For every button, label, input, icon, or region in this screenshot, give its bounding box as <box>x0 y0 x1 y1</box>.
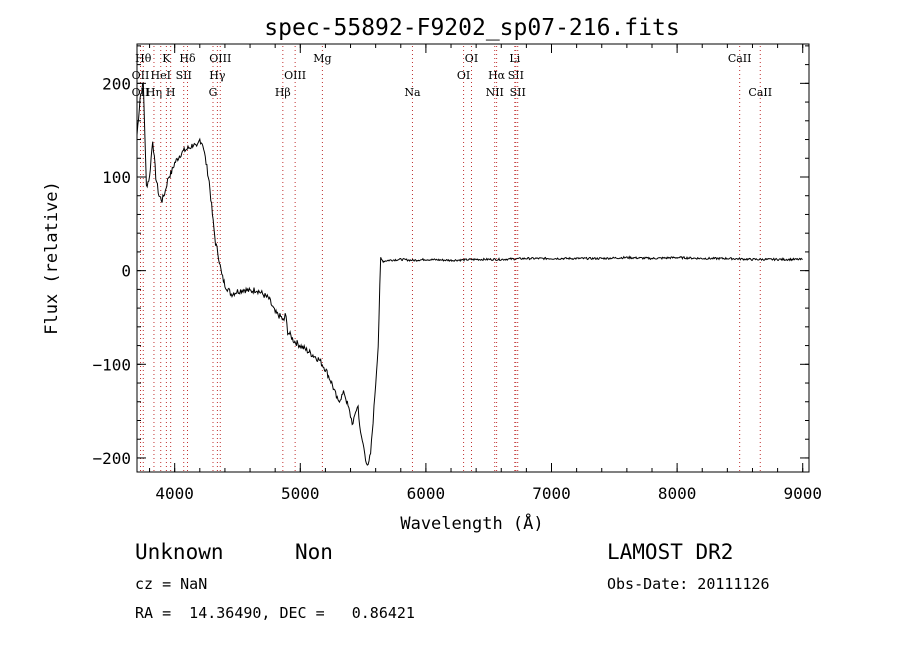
spectral-line-label: OIII <box>209 52 231 65</box>
spectral-line-label: H <box>166 86 176 99</box>
y-tick-label: 200 <box>102 74 131 93</box>
spectral-line-label: CaII <box>748 86 772 99</box>
y-tick-label: 100 <box>102 168 131 187</box>
survey-label: LAMOST DR2 <box>607 540 734 564</box>
y-axis-label: Flux (relative) <box>42 181 62 335</box>
spectral-line-label: CaII <box>728 52 752 65</box>
spectral-line-label: Hα <box>488 69 506 82</box>
spectral-line-label: SII <box>510 86 526 99</box>
spectral-line-label: Hθ <box>135 52 152 65</box>
spectral-line-label: Hβ <box>275 86 291 99</box>
cz-label: cz = NaN <box>135 575 208 593</box>
spectral-line-label: Na <box>404 86 421 99</box>
spectral-line-label: Mg <box>313 52 331 65</box>
x-tick-label: 6000 <box>407 484 446 503</box>
spectral-line-label: Hγ <box>209 69 226 82</box>
x-tick-label: 7000 <box>532 484 571 503</box>
x-tick-label: 8000 <box>658 484 697 503</box>
obs-date-label: Obs-Date: 20111126 <box>607 575 770 593</box>
class-label: Unknown <box>135 540 224 564</box>
spectral-line-label: SII <box>176 69 192 82</box>
x-tick-label: 5000 <box>281 484 320 503</box>
x-axis-label: Wavelength (Å) <box>400 512 543 534</box>
spectral-line-label: OII <box>132 69 150 82</box>
x-tick-label: 4000 <box>155 484 194 503</box>
spectral-line-label: Hη <box>146 86 162 99</box>
spectral-line-label: HeI <box>151 69 171 82</box>
subclass-label: Non <box>295 540 333 564</box>
y-tick-label: 0 <box>121 262 131 281</box>
spectrum-chart: spec-55892-F9202_sp07-216.fits HθOIIOIIH… <box>42 15 822 534</box>
chart-title: spec-55892-F9202_sp07-216.fits <box>264 15 679 41</box>
spectral-line-label: G <box>209 86 218 99</box>
radec-label: RA = 14.36490, DEC = 0.86421 <box>135 604 415 622</box>
spectral-line-label: Hδ <box>179 52 196 65</box>
plot-frame <box>136 43 810 473</box>
spectral-line-label: OII <box>132 86 150 99</box>
spectrum-series-line <box>136 82 803 466</box>
axis-ticks-layer: 4000 5000 6000 7000 8000 9000 −200 −100 0 100 200 <box>92 44 822 503</box>
spectral-line-label: OI <box>465 52 478 65</box>
y-tick-label: −100 <box>92 355 131 374</box>
spectral-lines-layer: HθOIIOIIHηHeIKHSIIHδGHγOIIIHβOIIIMgNaOIO… <box>132 46 772 472</box>
spectral-line-label: SII <box>508 69 524 82</box>
spectral-line-label: OIII <box>284 69 306 82</box>
x-tick-label: 9000 <box>783 484 822 503</box>
spectral-line-label: NII <box>486 86 504 99</box>
y-tick-label: −200 <box>92 449 131 468</box>
spectral-line-label: Li <box>509 52 520 65</box>
spectral-line-label: K <box>162 52 171 65</box>
spectral-line-label: OI <box>457 69 470 82</box>
